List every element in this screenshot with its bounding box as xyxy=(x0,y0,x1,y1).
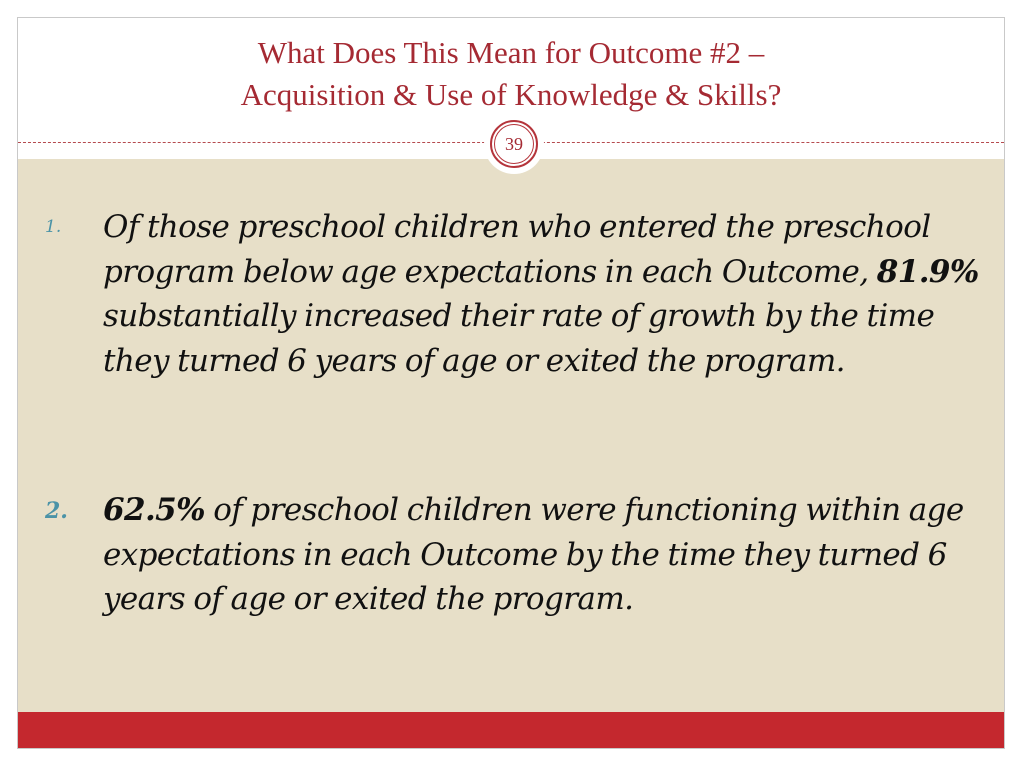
footer-bar xyxy=(18,712,1004,748)
list-item-highlight: 81.9% xyxy=(876,253,980,290)
list-item-number: 1. xyxy=(45,217,62,237)
list-item-text-before: Of those preschool children who entered … xyxy=(103,209,931,290)
content-area: 1. Of those preschool children who enter… xyxy=(18,159,1004,715)
page-number-ring: 39 xyxy=(490,120,538,168)
slide: What Does This Mean for Outcome #2 – Acq… xyxy=(17,17,1005,749)
list-item-highlight: 62.5% xyxy=(103,492,206,528)
page-number-badge: 39 xyxy=(484,114,544,174)
list-item-text-after: substantially increased their rate of gr… xyxy=(103,298,935,379)
list-item-text-after: of preschool children were functioning w… xyxy=(103,492,964,617)
slide-title-line-2: Acquisition & Use of Knowledge & Skills? xyxy=(240,77,782,112)
list-item-text: Of those preschool children who entered … xyxy=(103,205,983,383)
list-item-number: 2. xyxy=(45,498,68,524)
slide-title: What Does This Mean for Outcome #2 – Acq… xyxy=(18,32,1004,116)
slide-title-line-1: What Does This Mean for Outcome #2 – xyxy=(257,35,765,70)
page-number: 39 xyxy=(494,124,534,164)
list-item-text: 62.5% of preschool children were functio… xyxy=(103,488,983,622)
